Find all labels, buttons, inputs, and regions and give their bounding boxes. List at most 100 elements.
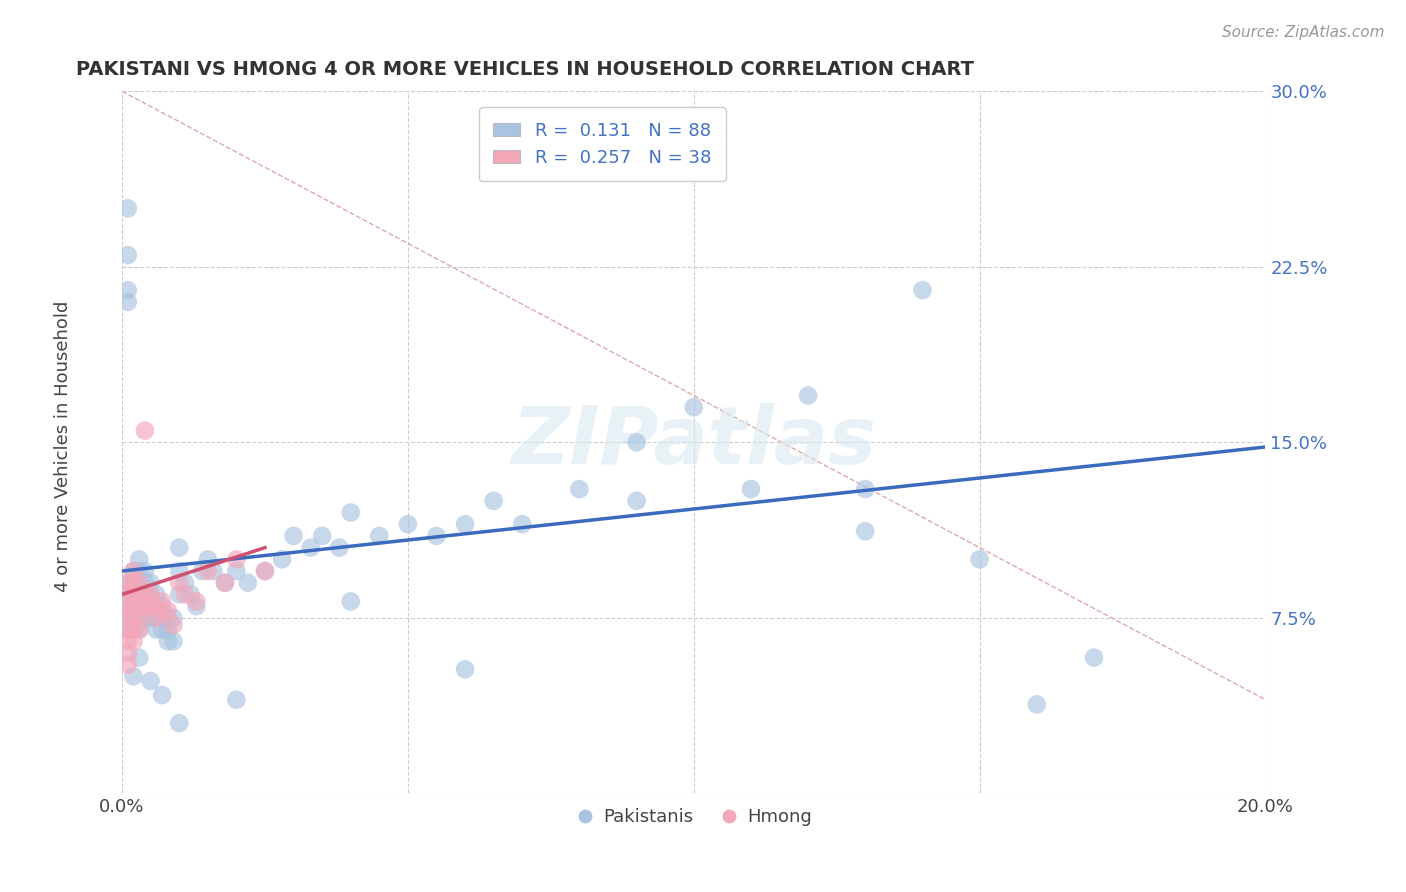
Point	[626, 493, 648, 508]
Point	[156, 623, 179, 637]
Point	[225, 564, 247, 578]
Point	[328, 541, 350, 555]
Point	[156, 634, 179, 648]
Point	[128, 564, 150, 578]
Point	[122, 634, 145, 648]
Point	[150, 611, 173, 625]
Point	[682, 401, 704, 415]
Point	[186, 594, 208, 608]
Point	[299, 541, 322, 555]
Point	[128, 623, 150, 637]
Point	[117, 646, 139, 660]
Point	[174, 575, 197, 590]
Point	[128, 587, 150, 601]
Point	[122, 575, 145, 590]
Point	[117, 599, 139, 614]
Point	[122, 669, 145, 683]
Point	[425, 529, 447, 543]
Point	[128, 575, 150, 590]
Point	[128, 599, 150, 614]
Point	[1083, 650, 1105, 665]
Point	[122, 587, 145, 601]
Point	[145, 611, 167, 625]
Point	[339, 506, 361, 520]
Legend: Pakistanis, Hmong: Pakistanis, Hmong	[568, 801, 820, 833]
Point	[134, 599, 156, 614]
Point	[167, 587, 190, 601]
Point	[122, 611, 145, 625]
Text: ZIPatlas: ZIPatlas	[512, 403, 876, 482]
Point	[214, 575, 236, 590]
Point	[122, 599, 145, 614]
Point	[167, 541, 190, 555]
Point	[122, 623, 145, 637]
Point	[117, 283, 139, 297]
Point	[150, 599, 173, 614]
Point	[162, 634, 184, 648]
Point	[122, 611, 145, 625]
Point	[253, 564, 276, 578]
Point	[117, 611, 139, 625]
Point	[271, 552, 294, 566]
Point	[510, 517, 533, 532]
Point	[797, 388, 820, 402]
Point	[128, 611, 150, 625]
Point	[225, 552, 247, 566]
Point	[197, 564, 219, 578]
Point	[150, 623, 173, 637]
Point	[396, 517, 419, 532]
Point	[853, 482, 876, 496]
Point	[150, 688, 173, 702]
Point	[253, 564, 276, 578]
Point	[134, 424, 156, 438]
Point	[156, 604, 179, 618]
Point	[186, 599, 208, 614]
Point	[122, 587, 145, 601]
Point	[122, 575, 145, 590]
Point	[122, 564, 145, 578]
Point	[128, 650, 150, 665]
Point	[150, 594, 173, 608]
Point	[156, 611, 179, 625]
Text: Source: ZipAtlas.com: Source: ZipAtlas.com	[1222, 25, 1385, 40]
Point	[568, 482, 591, 496]
Point	[128, 599, 150, 614]
Point	[117, 248, 139, 262]
Point	[134, 587, 156, 601]
Point	[117, 634, 139, 648]
Point	[626, 435, 648, 450]
Point	[139, 599, 162, 614]
Point	[482, 493, 505, 508]
Point	[117, 575, 139, 590]
Point	[454, 517, 477, 532]
Point	[214, 575, 236, 590]
Point	[128, 575, 150, 590]
Point	[139, 575, 162, 590]
Point	[167, 564, 190, 578]
Point	[162, 611, 184, 625]
Point	[162, 618, 184, 632]
Point	[139, 599, 162, 614]
Point	[1025, 698, 1047, 712]
Point	[150, 606, 173, 620]
Point	[145, 599, 167, 614]
Point	[122, 564, 145, 578]
Point	[145, 587, 167, 601]
Point	[128, 623, 150, 637]
Point	[117, 201, 139, 215]
Point	[191, 564, 214, 578]
Text: 4 or more Vehicles in Household: 4 or more Vehicles in Household	[55, 301, 72, 591]
Point	[117, 599, 139, 614]
Point	[311, 529, 333, 543]
Point	[128, 611, 150, 625]
Point	[139, 673, 162, 688]
Point	[197, 552, 219, 566]
Point	[202, 564, 225, 578]
Point	[117, 623, 139, 637]
Point	[122, 623, 145, 637]
Point	[134, 599, 156, 614]
Point	[368, 529, 391, 543]
Point	[145, 611, 167, 625]
Point	[740, 482, 762, 496]
Point	[283, 529, 305, 543]
